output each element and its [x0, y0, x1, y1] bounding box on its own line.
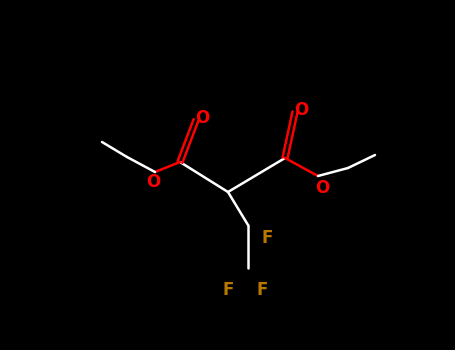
Text: F: F — [256, 281, 268, 299]
Text: O: O — [195, 109, 209, 127]
Text: F: F — [261, 229, 273, 247]
Text: O: O — [146, 173, 160, 191]
Text: O: O — [315, 179, 329, 197]
Text: F: F — [222, 281, 234, 299]
Text: O: O — [294, 101, 308, 119]
